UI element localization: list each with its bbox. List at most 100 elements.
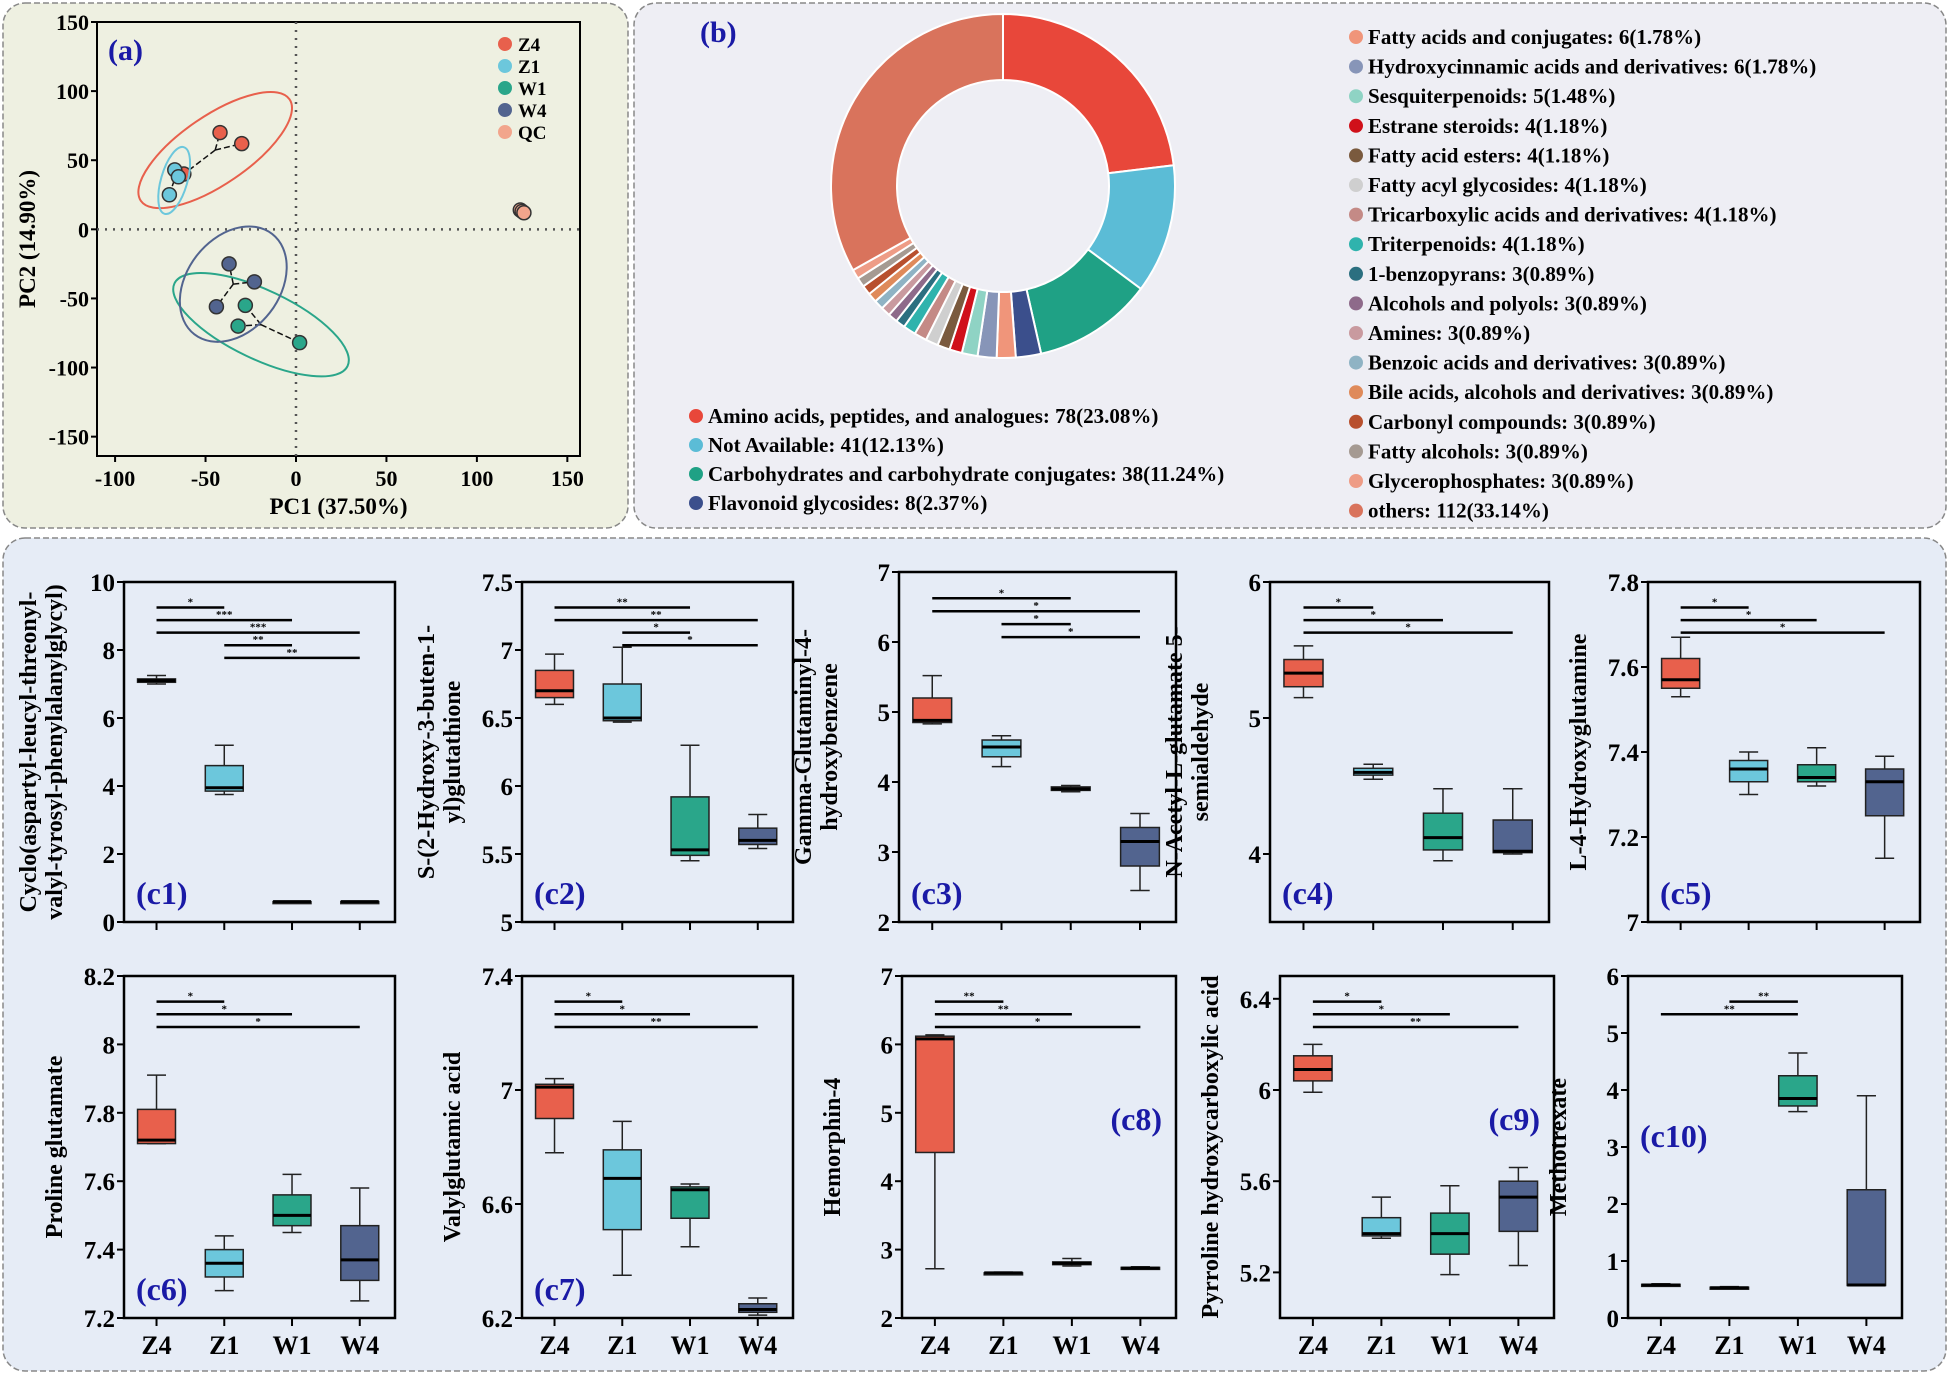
y-tick-label: 6.4: [1240, 987, 1272, 1014]
significance-label: *: [222, 1003, 228, 1015]
y-tick-label: 7.6: [1608, 655, 1639, 682]
box-z4: [1660, 657, 1701, 689]
y-tick-label: 6.6: [482, 1192, 513, 1219]
y-axis-label: L-4-Hydroxyglutamine: [1566, 633, 1592, 870]
boxplot-c5: 7 7.2 7.4 7.6 7.8 L-4-Hydroxyglutamine * * * (c5): [1566, 570, 1922, 937]
significance-label: **: [651, 1016, 663, 1028]
y-tick-label: 7: [501, 638, 514, 665]
centroid-connector: [214, 132, 221, 151]
point-w4: [221, 256, 237, 272]
panel-label-c5: (c5): [1660, 875, 1712, 911]
legend-marker: [1349, 503, 1363, 518]
x-tick-label: 100: [460, 466, 493, 491]
y-tick-label: 5.6: [1240, 1169, 1271, 1196]
legend-marker-w1: [498, 81, 512, 95]
legend-label: Sesquiterpenoids: 5(1.48%): [1368, 84, 1615, 108]
plot-frame: [1268, 580, 1551, 924]
y-tick-label: 8.2: [84, 964, 115, 991]
legend-marker: [1349, 89, 1363, 104]
x-tick-label: Z1: [1714, 1331, 1744, 1360]
significance-label: **: [964, 991, 976, 1003]
significance-label: **: [617, 597, 629, 609]
boxplot-c1: 0 2 4 6 8 10 Cyclo(aspartyl-leucyl-threonyl-va…: [16, 570, 397, 937]
y-axis-label: PC2 (14.90%): [15, 170, 40, 308]
point-w1: [237, 297, 254, 314]
y-tick-label: 5: [881, 1101, 894, 1128]
point-w1: [291, 334, 308, 351]
legend-label: Tricarboxylic acids and derivatives: 4(1…: [1368, 203, 1777, 227]
legend-label: Estrane steroids: 4(1.18%): [1368, 114, 1607, 138]
box-w1: [1796, 764, 1837, 783]
legend-label: Amines: 3(0.89%): [1368, 321, 1530, 345]
significance-label: *: [1033, 600, 1039, 612]
y-tick-label: 5: [501, 910, 514, 937]
box-z4: [534, 669, 575, 699]
y-tick-label: -100: [49, 356, 89, 381]
y-tick-label: 3: [878, 840, 891, 867]
y-tick-label: 5.5: [482, 842, 513, 869]
y-tick-label: 7.2: [1608, 825, 1639, 852]
confidence-ellipse-w1: [172, 272, 350, 378]
y-tick-label: 7.4: [1608, 740, 1640, 767]
y-tick-label: 0: [103, 910, 116, 937]
box-w4: [738, 827, 778, 846]
y-tick-label: 4: [103, 774, 116, 801]
x-tick-label: 150: [551, 466, 584, 491]
legend-label-z1: Z1: [518, 57, 540, 78]
significance-label: ***: [250, 622, 267, 634]
y-tick-label: 6: [881, 1032, 894, 1059]
significance-label: **: [1410, 1016, 1422, 1028]
legend-marker: [1349, 444, 1363, 459]
box-z1: [602, 1149, 642, 1231]
box-w1: [1777, 1075, 1818, 1107]
y-tick-label: 7.4: [482, 964, 514, 991]
y-tick-label: 7.8: [1608, 570, 1639, 597]
x-tick-label: 50: [375, 466, 397, 491]
y-tick-label: 6: [878, 630, 891, 657]
panel-label-c1: (c1): [136, 875, 188, 911]
legend-label: Fatty alcohols: 3(0.89%): [1368, 439, 1588, 463]
centroid-connector: [260, 324, 300, 344]
point-w4: [246, 274, 263, 290]
boxplot-c3: 2 3 4 5 6 7 Gamma-Glutaminyl-4- hydroxybenzene *…: [791, 560, 1178, 937]
box-w4: [1119, 826, 1161, 867]
box-w4: [1864, 768, 1905, 817]
point-w4: [208, 298, 225, 315]
box-z4: [914, 1035, 955, 1154]
legend-label-qc: QC: [518, 123, 547, 144]
legend-label: Triterpenoids: 4(1.18%): [1368, 232, 1585, 256]
box-w4: [1846, 1189, 1887, 1287]
classification-donut-chart: (b) Amino acids, peptides, and analogues:…: [689, 12, 1816, 523]
plot-frame: [900, 974, 1178, 1320]
legend-label: others: 112(33.14%): [1368, 499, 1549, 523]
legend-marker: [1349, 385, 1363, 400]
panel-label-c4: (c4): [1282, 875, 1334, 911]
panel-c-background: [2, 537, 1947, 1372]
significance-label: *: [999, 587, 1005, 599]
y-tick-label: 2: [103, 842, 116, 869]
legend-marker: [1349, 414, 1363, 429]
significance-label: **: [253, 634, 265, 646]
y-axis-label: Valylglutamic acid: [440, 1051, 466, 1242]
legend-label: Hydroxycinnamic acids and derivatives: 6…: [1368, 55, 1816, 79]
panel-label-a: (a): [108, 34, 143, 67]
legend-marker: [1349, 237, 1363, 252]
y-tick-label: 0: [1607, 1306, 1620, 1333]
point-z1: [170, 169, 187, 185]
significance-label: *: [1379, 1003, 1385, 1015]
legend-marker: [1349, 207, 1363, 222]
x-tick-label: Z1: [607, 1331, 637, 1360]
x-tick-label: W4: [340, 1331, 379, 1360]
box-w4: [1498, 1180, 1539, 1233]
significance-label: *: [255, 1016, 261, 1028]
x-tick-label: Z4: [920, 1331, 950, 1360]
legend-label: Carbohydrates and carbohydrate conjugate…: [708, 462, 1224, 486]
box-z4: [912, 697, 953, 724]
y-tick-label: 7: [1627, 910, 1640, 937]
x-tick-label: Z4: [539, 1331, 569, 1360]
box-w1: [272, 1194, 312, 1227]
significance-label: *: [188, 991, 194, 1003]
y-tick-label: 8: [103, 1032, 116, 1059]
